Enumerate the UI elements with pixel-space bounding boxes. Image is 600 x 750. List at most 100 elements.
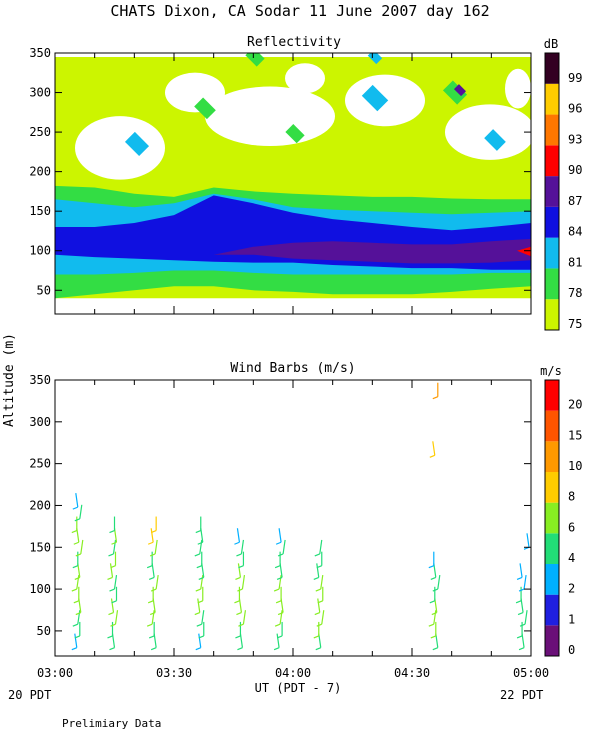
wind-colorbar-swatch <box>545 502 559 534</box>
reflectivity-colorbar-swatch <box>545 206 559 238</box>
wind-barb <box>516 621 523 639</box>
wind-barb <box>198 563 205 580</box>
wind-barb <box>194 539 203 557</box>
reflectivity-colorbar-frame <box>544 52 560 331</box>
x-tick-label: 04:00 <box>275 666 311 680</box>
reflectivity-colorbar-swatch <box>545 268 559 300</box>
wind-barb <box>237 633 244 651</box>
reflectivity-spot-6 <box>484 129 506 151</box>
reflectivity-patch-6 <box>505 68 531 109</box>
wind-colorbar-label: 6 <box>568 520 575 534</box>
wind-ytick-label: 300 <box>29 415 51 429</box>
refl-ytick-label: 100 <box>29 244 51 258</box>
wind-barb <box>238 610 247 627</box>
reflectivity-spot-0 <box>124 131 150 156</box>
reflectivity-spot-7 <box>245 53 265 67</box>
wind-barb <box>108 539 117 557</box>
wind-barb <box>72 493 79 510</box>
wind-barb <box>74 621 81 639</box>
y-axis-label: Altitude (m) <box>2 333 17 427</box>
wind-ytick-label: 150 <box>29 540 51 554</box>
x-left-note: 20 PDT <box>8 688 51 702</box>
reflectivity-peak <box>517 246 531 257</box>
wind-barb <box>237 575 246 592</box>
wind-barb <box>148 563 155 580</box>
reflectivity-colorbar-label: 87 <box>568 194 582 208</box>
x-tick-label: 04:30 <box>394 666 430 680</box>
wind-barb <box>110 610 119 627</box>
reflectivity-colorbar-unit: dB <box>544 37 558 51</box>
wind-barb <box>150 633 157 651</box>
wind-barb <box>196 610 205 627</box>
wind-barb <box>275 528 282 545</box>
reflectivity-colorbar-swatch <box>545 299 559 330</box>
reflectivity-colorbar-swatch <box>545 83 559 115</box>
wind-colorbar-label: 20 <box>568 398 582 412</box>
wind-colorbar-label: 8 <box>568 490 575 504</box>
footer-note: Prelimiary Data <box>62 717 161 730</box>
wind-barb <box>109 516 116 534</box>
wind-barb <box>428 551 435 569</box>
wind-barb <box>71 516 78 534</box>
wind-colorbar-swatch <box>545 594 559 626</box>
wind-barb <box>430 621 437 639</box>
refl-ytick-label: 150 <box>29 204 51 218</box>
wind-barb <box>150 516 157 534</box>
reflectivity-patch-4 <box>165 72 225 113</box>
wind-barb <box>313 621 320 639</box>
reflectivity-colorbar-label: 96 <box>568 102 582 116</box>
reflectivity-colorbar-label: 81 <box>568 255 582 269</box>
wind-barb <box>430 563 437 580</box>
wind-barb <box>150 575 159 592</box>
wind-ytick-label: 100 <box>29 582 51 596</box>
wind-barb <box>109 633 116 651</box>
wind-barb <box>273 575 282 592</box>
wind-barb <box>431 598 438 616</box>
reflectivity-spot-1 <box>194 97 216 120</box>
wind-barb <box>518 633 525 651</box>
reflectivity-colorbar-swatch <box>545 114 559 146</box>
wind-title: Wind Barbs (m/s) <box>230 361 355 376</box>
wind-colorbar-label: 1 <box>568 612 575 626</box>
reflectivity-patch-1 <box>205 86 335 147</box>
reflectivity-patch-3 <box>445 104 531 160</box>
wind-barb <box>234 528 241 545</box>
wind-barb <box>236 598 243 616</box>
wind-colorbar-frame <box>544 379 560 657</box>
reflectivity-spot-4 <box>442 80 468 105</box>
wind-barb <box>519 610 528 627</box>
reflectivity-colorbar-label: 75 <box>568 317 582 331</box>
wind-barb <box>197 528 204 545</box>
wind-barb <box>148 621 155 639</box>
wind-barb <box>195 575 204 592</box>
wind-barb <box>196 551 203 569</box>
wind-barb <box>314 598 321 616</box>
wind-ytick-label: 200 <box>29 498 51 512</box>
wind-colorbar-swatch <box>545 564 559 595</box>
wind-colorbar-swatch <box>545 441 559 472</box>
wind-colorbar-label: 2 <box>568 582 575 596</box>
wind-barb <box>74 504 83 522</box>
wind-barb <box>147 528 154 545</box>
wind-barb <box>149 598 156 616</box>
refl-ytick-label: 300 <box>29 86 51 100</box>
wind-barb <box>238 551 245 569</box>
x-tick-label: 03:30 <box>156 666 192 680</box>
wind-barb <box>107 563 114 580</box>
wind-barb <box>515 586 522 604</box>
wind-barb <box>518 575 527 592</box>
reflectivity-spot-3 <box>361 84 389 112</box>
wind-colorbar-swatch <box>545 625 559 656</box>
wind-barb <box>314 539 323 557</box>
wind-colorbar-swatch <box>545 472 559 503</box>
wind-barb <box>432 382 439 400</box>
wind-barb <box>149 539 158 557</box>
reflectivity-colorbar-label: 93 <box>568 132 582 146</box>
wind-barb <box>74 563 81 580</box>
wind-barb <box>197 586 204 604</box>
x-axis-label: UT (PDT - 7) <box>255 681 342 695</box>
reflectivity-spot-2 <box>285 124 305 144</box>
refl-ytick-label: 250 <box>29 125 51 139</box>
wind-barb <box>432 633 439 651</box>
